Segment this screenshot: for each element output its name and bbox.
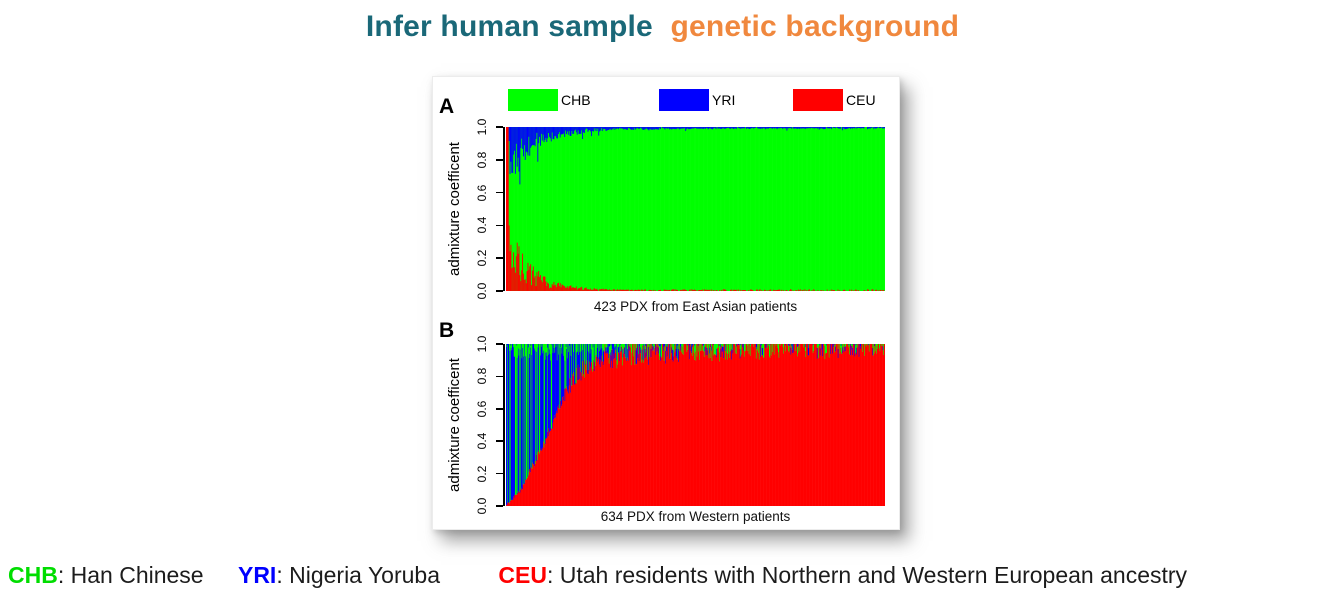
population-definitions: CHB: Han Chinese YRI: Nigeria Yoruba CEU… <box>8 562 1187 589</box>
figure-panel: CHB YRI CEU A admixture coefficent 423 P… <box>432 76 900 530</box>
admixture-plot-b <box>506 344 885 506</box>
title-part-2: genetic background <box>670 10 960 43</box>
chb-swatch <box>508 89 558 111</box>
definition-chb: CHB: Han Chinese <box>8 562 204 588</box>
y-tick-label-a: 0.6 <box>475 184 489 201</box>
y-tick-a <box>496 191 503 194</box>
y-tick-label-b: 0.6 <box>475 400 489 418</box>
y-tick-b <box>496 375 503 378</box>
y-tick-label-b: 0.2 <box>475 465 489 482</box>
y-tick-label-a: 0.2 <box>475 249 489 267</box>
y-axis-label-a: admixture coefficent <box>446 142 463 276</box>
chb-abbr: CHB <box>8 562 58 588</box>
y-axis-label-b: admixture coefficent <box>446 358 463 492</box>
chb-legend-label: CHB <box>561 92 591 108</box>
ceu-legend-label: CEU <box>846 92 876 108</box>
ceu-abbr: CEU <box>498 562 547 588</box>
y-axis-a <box>503 127 505 291</box>
y-tick-label-a: 0.0 <box>475 282 489 300</box>
y-tick-label-a: 0.8 <box>475 151 489 169</box>
yri-swatch <box>659 89 709 111</box>
legend-item-chb: CHB <box>508 89 591 111</box>
y-tick-label-b: 0.4 <box>475 432 489 450</box>
y-tick-a <box>496 290 503 292</box>
definition-ceu: CEU: Utah residents with Northern and We… <box>498 562 1187 588</box>
plot-a-caption: 423 PDX from East Asian patients <box>593 299 798 314</box>
admixture-plot-a <box>506 127 885 291</box>
y-tick-label-b: 0.0 <box>475 497 489 515</box>
y-tick-b <box>496 472 503 475</box>
y-tick-b <box>496 408 503 410</box>
legend-item-ceu: CEU <box>793 89 876 111</box>
y-tick-a <box>496 159 503 161</box>
legend-item-yri: YRI <box>659 89 735 111</box>
y-tick-b <box>496 505 503 507</box>
yri-desc: : Nigeria Yoruba <box>276 562 441 588</box>
plot-b-caption: 634 PDX from Western patients <box>600 509 791 524</box>
y-tick-a <box>496 126 503 128</box>
yri-abbr: YRI <box>237 562 277 588</box>
panel-b-letter: B <box>439 319 455 342</box>
ceu-desc: : Utah residents with Northern and Weste… <box>546 562 1188 588</box>
yri-legend-label: YRI <box>712 92 736 108</box>
y-tick-b <box>496 440 503 442</box>
y-tick-b <box>496 343 503 345</box>
y-tick-label-a: 0.4 <box>475 217 489 234</box>
definition-yri: YRI: Nigeria Yoruba <box>238 562 440 588</box>
y-tick-a <box>496 224 503 227</box>
y-tick-label-a: 1.0 <box>475 118 489 136</box>
y-tick-a <box>496 257 503 259</box>
y-tick-label-b: 1.0 <box>475 335 489 353</box>
chb-desc: : Han Chinese <box>57 562 204 588</box>
y-tick-label-b: 0.8 <box>475 368 489 385</box>
page-title: Infer human sample genetic background <box>0 10 1325 44</box>
y-axis-b <box>503 344 505 506</box>
title-part-1: Infer human sample <box>365 10 653 43</box>
panel-a-letter: A <box>439 95 455 118</box>
ceu-swatch <box>793 89 843 111</box>
